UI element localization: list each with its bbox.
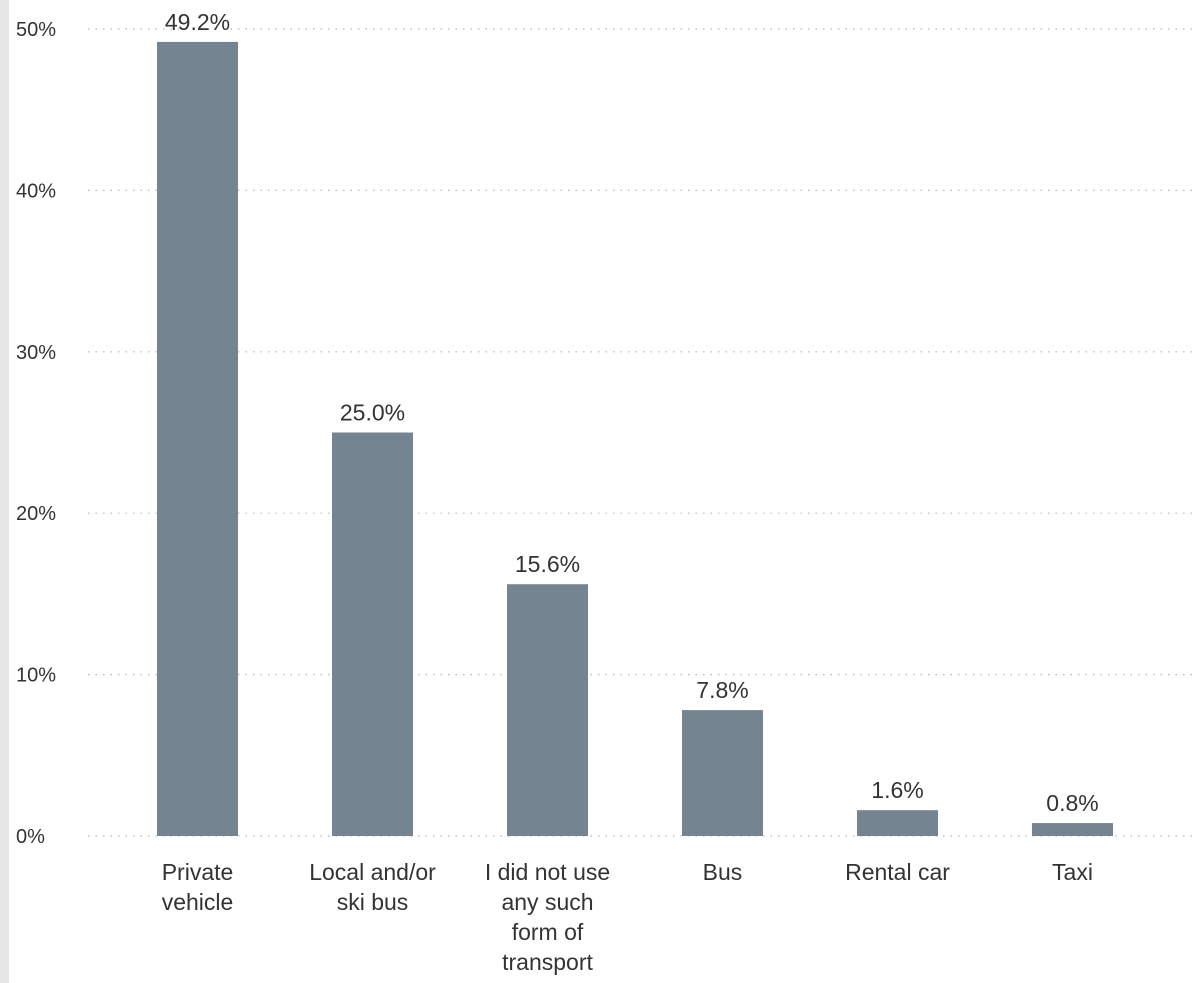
y-tick-label: 30% — [16, 342, 56, 364]
x-tick-label: I did not use any such form of transport — [485, 859, 610, 975]
x-tick-label: Bus — [703, 859, 743, 885]
x-tick-label-line: Private — [162, 859, 234, 885]
y-tick-label: 20% — [16, 503, 56, 525]
y-tick-label: 10% — [16, 665, 56, 687]
bar-value-label: 1.6% — [871, 777, 923, 803]
x-tick-label-line: Rental car — [845, 859, 950, 885]
bar — [857, 810, 938, 836]
bar-value-label: 15.6% — [515, 551, 580, 577]
y-tick-label: 40% — [16, 180, 56, 202]
bar-value-label: 25.0% — [340, 400, 405, 426]
bar — [1032, 823, 1113, 836]
bar-value-label: 0.8% — [1046, 790, 1098, 816]
x-tick-label: Private vehicle — [162, 859, 234, 915]
left-edge-strip — [0, 0, 9, 983]
bar-value-label: 7.8% — [696, 677, 748, 703]
y-axis-ticks: 0% 10% 20% 30% 40% 50% — [16, 19, 56, 848]
x-tick-label-line: ski bus — [337, 889, 409, 915]
x-tick-label-line: any such — [501, 889, 593, 915]
x-axis-ticks: Private vehicle Local and/or ski bus I did n… — [162, 859, 1093, 975]
bar — [157, 41, 238, 837]
x-tick-label: Local and/or ski bus — [309, 859, 436, 915]
x-tick-label: Taxi — [1052, 859, 1093, 885]
gridlines — [88, 28, 1192, 837]
x-tick-label-line: form of — [512, 919, 584, 945]
x-tick-label: Rental car — [845, 859, 950, 885]
x-tick-label-line: transport — [502, 949, 593, 975]
bar — [682, 710, 763, 836]
x-tick-label-line: Local and/or — [309, 859, 436, 885]
x-tick-label-line: I did not use — [485, 859, 610, 885]
bar — [332, 432, 413, 836]
x-tick-label-line: Taxi — [1052, 859, 1093, 885]
bars — [157, 41, 1113, 837]
x-tick-label-line: vehicle — [162, 889, 234, 915]
bar-value-label: 49.2% — [165, 9, 230, 35]
x-tick-label-line: Bus — [703, 859, 743, 885]
y-tick-label: 50% — [16, 19, 56, 41]
value-labels: 49.2% 25.0% 15.6% 7.8% 1.6% 0.8% — [165, 9, 1099, 816]
bar — [507, 584, 588, 836]
y-tick-label: 0% — [16, 826, 45, 848]
